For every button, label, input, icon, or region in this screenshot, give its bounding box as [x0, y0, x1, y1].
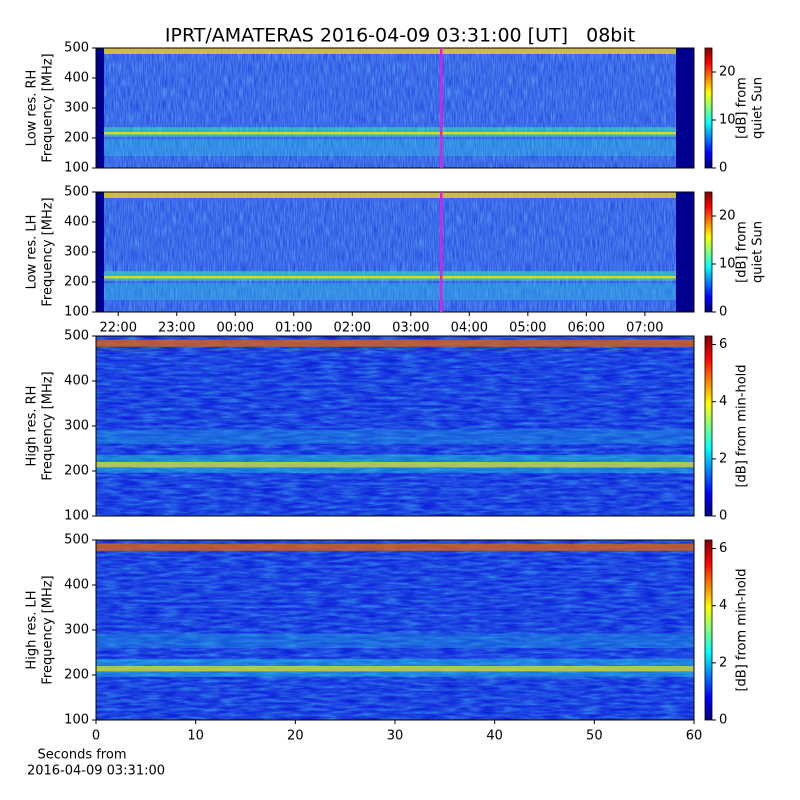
spectrogram-band [96, 139, 694, 156]
x-tick-label: 05:00 [509, 321, 546, 336]
y-tick-label: 500 [64, 41, 89, 56]
colorbar-tick-label: 10 [719, 257, 736, 272]
colorbar-tick-label: 20 [719, 209, 736, 224]
y-tick-label: 400 [64, 578, 89, 593]
colorbar-label: [dB] from [735, 221, 750, 283]
x-tick-label: 02:00 [334, 321, 371, 336]
colorbar [704, 539, 713, 721]
y-tick-label: 200 [64, 464, 89, 479]
y-tick-label: 400 [64, 374, 89, 389]
x-tick-label: 50 [586, 729, 603, 744]
figure-title: IPRT/AMATERAS 2016-04-09 03:31:00 [UT] 0… [165, 25, 635, 47]
spectrogram-noise [96, 48, 694, 168]
colorbar-tick-label: 0 [719, 161, 727, 176]
y-tick-label: 200 [64, 668, 89, 683]
y-tick-label: 500 [64, 185, 89, 200]
x-tick-label: 20 [287, 729, 304, 744]
colorbar-tick-label: 6 [719, 337, 727, 352]
y-tick-label: 200 [64, 131, 89, 146]
spectrogram-band [96, 462, 694, 468]
colorbar-label: [dB] from min-hold [735, 568, 750, 691]
x-tick-label: 40 [486, 729, 503, 744]
x-tick-label: 22:00 [100, 321, 137, 336]
colorbar-tick-label: 10 [719, 113, 736, 128]
colorbar [704, 191, 713, 313]
x-tick-label: 60 [686, 729, 703, 744]
x-axis-label: Seconds from [37, 748, 126, 763]
spectrogram-edge [96, 48, 104, 168]
colorbar-tick-label: 0 [719, 713, 727, 728]
x-tick-label: 04:00 [451, 321, 488, 336]
x-tick-label: 01:00 [275, 321, 312, 336]
y-tick-label: 300 [64, 419, 89, 434]
y-axis-label: Low res. LH [25, 215, 40, 290]
colorbar-label: [dB] from min-hold [735, 364, 750, 487]
x-tick-label: 0 [92, 729, 100, 744]
spectrogram-edge [96, 192, 104, 312]
colorbar [704, 47, 713, 169]
x-tick-label: 10 [187, 729, 204, 744]
y-tick-label: 500 [64, 329, 89, 344]
spectrogram-band [96, 192, 694, 198]
colorbar-tick-label: 0 [719, 509, 727, 524]
x-tick-label: 06:00 [568, 321, 605, 336]
colorbar-tick-label: 4 [719, 598, 727, 613]
colorbar-tick-label: 0 [719, 305, 727, 320]
x-tick-label: 07:00 [626, 321, 663, 336]
spectrogram-band [96, 339, 694, 347]
spectrogram-band [96, 543, 694, 551]
y-axis-label: Frequency [MHz] [41, 575, 56, 684]
y-tick-label: 500 [64, 533, 89, 548]
colorbar-label: [dB] from [735, 77, 750, 139]
y-axis-label: Frequency [MHz] [41, 197, 56, 306]
y-tick-label: 100 [64, 161, 89, 176]
y-tick-label: 400 [64, 215, 89, 230]
spectrogram-edge [676, 48, 694, 168]
colorbar [704, 335, 713, 517]
spectrogram-noise [96, 336, 694, 516]
spectrogram-noise [96, 540, 694, 720]
colorbar-tick-label: 2 [719, 655, 727, 670]
x-tick-label: 30 [387, 729, 404, 744]
y-axis-label: High res. LH [25, 590, 40, 669]
colorbar-tick-label: 6 [719, 541, 727, 556]
colorbar-tick-label: 4 [719, 394, 727, 409]
x-tick-label: 23:00 [158, 321, 195, 336]
y-tick-label: 100 [64, 713, 89, 728]
colorbar-tick-label: 20 [719, 65, 736, 80]
spectrogram-band [96, 666, 694, 672]
y-tick-label: 300 [64, 245, 89, 260]
y-axis-label: High res. RH [25, 386, 40, 467]
y-axis-label: Frequency [MHz] [41, 371, 56, 480]
colorbar-tick-label: 2 [719, 451, 727, 466]
y-tick-label: 100 [64, 509, 89, 524]
x-tick-label: 03:00 [392, 321, 429, 336]
y-tick-label: 300 [64, 101, 89, 116]
x-axis-label: 2016-04-09 03:31:00 [27, 764, 165, 779]
spectrogram-band [96, 283, 694, 300]
spectrogram-edge [676, 192, 694, 312]
spectrogram-band [96, 633, 694, 648]
spectrogram-band [96, 276, 694, 279]
y-tick-label: 100 [64, 305, 89, 320]
colorbar-label: quiet Sun [751, 221, 766, 283]
x-tick-label: 00:00 [217, 321, 254, 336]
y-tick-label: 400 [64, 71, 89, 86]
y-tick-label: 300 [64, 623, 89, 638]
colorbar-label: quiet Sun [751, 77, 766, 139]
y-tick-label: 200 [64, 275, 89, 290]
y-axis-label: Low res. RH [25, 70, 40, 147]
spectrogram-noise [96, 192, 694, 312]
spectrogram-band [96, 132, 694, 135]
y-axis-label: Frequency [MHz] [41, 53, 56, 162]
spectrogram-band [96, 48, 694, 54]
spectrogram-band [96, 429, 694, 444]
